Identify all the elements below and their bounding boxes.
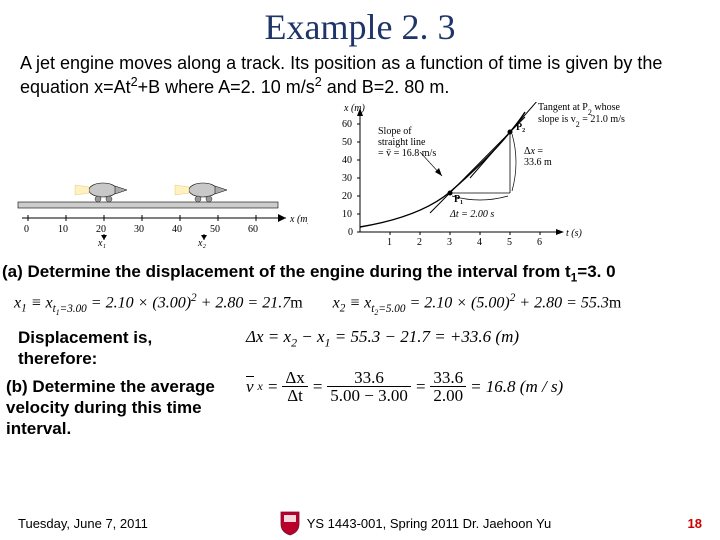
displacement-and-qb: Displacement is, therefore: (b) Determin… (6, 327, 236, 439)
eq2-tail: + 2.80 = 55.3 (515, 295, 609, 312)
slide-footer: Tuesday, June 7, 2011 YS 1443-001, Sprin… (0, 510, 720, 536)
svg-text:straight line: straight line (378, 137, 426, 148)
shield-icon (279, 510, 301, 536)
svg-text:1: 1 (387, 237, 392, 248)
svg-text:30: 30 (134, 224, 144, 235)
eq2-body: = 2.10 × (5.00) (409, 295, 509, 312)
svg-text:x₂: x₂ (197, 238, 206, 249)
footer-page: 18 (642, 516, 702, 531)
svg-text:6: 6 (537, 237, 542, 248)
equation-vavg: vx = ΔxΔt = 33.65.00 − 3.00 = 33.62.00 =… (246, 369, 563, 406)
svg-text:50: 50 (210, 224, 220, 235)
qa-text: (a) Determine the displacement of the en… (2, 262, 571, 281)
svg-text:t (s): t (s) (566, 228, 583, 239)
problem-sup-1: 2 (131, 75, 138, 89)
svg-text:20: 20 (96, 224, 106, 235)
eq1-sub: 1 (21, 303, 27, 315)
eq1-body: = 2.10 × (3.00) (91, 295, 191, 312)
question-b: (b) Determine the average velocity durin… (6, 376, 236, 440)
footer-date: Tuesday, June 7, 2011 (18, 516, 188, 531)
qa-tail: =3. 0 (577, 262, 615, 281)
equation-column: Δx = x2 − x1 = 55.3 − 21.7 = +33.6 (m) v… (246, 327, 563, 405)
svg-text:0: 0 (348, 227, 353, 238)
slide-title: Example 2. 3 (0, 0, 720, 48)
displacement-label: Displacement is, therefore: (6, 327, 236, 370)
svg-text:60: 60 (342, 119, 352, 130)
svg-text:20: 20 (342, 191, 352, 202)
eq2-csub: t2=5.00 (371, 303, 405, 315)
svg-text:40: 40 (342, 155, 352, 166)
lower-section: Displacement is, therefore: (b) Determin… (0, 319, 720, 439)
problem-statement: A jet engine moves along a track. Its po… (0, 48, 720, 98)
svg-text:P₁: P₁ (454, 194, 463, 205)
equations-row: x1 ≡ xt1=3.00 = 2.10 × (3.00)2 + 2.80 = … (0, 284, 720, 319)
position-time-graph: x (m) t (s) 0 10 20 30 40 50 60 1 2 3 4 … (324, 102, 624, 252)
footer-mid: YS 1443-001, Spring 2011 Dr. Jaehoon Yu (188, 510, 642, 536)
svg-text:40: 40 (172, 224, 182, 235)
problem-sup-2: 2 (315, 75, 322, 89)
svg-text:P₂: P₂ (516, 122, 525, 133)
svg-text:slope is v2 = 21.0 m/s: slope is v2 = 21.0 m/s (538, 114, 625, 129)
svg-text:30: 30 (342, 173, 352, 184)
equation-dx: Δx = x2 − x1 = 55.3 − 21.7 = +33.6 (m) (246, 327, 563, 350)
footer-text: YS 1443-001, Spring 2011 Dr. Jaehoon Yu (307, 516, 552, 531)
eq1-tail: + 2.80 = 21.7 (197, 295, 291, 312)
problem-text-2: +B where A=2. 10 m/s (138, 77, 315, 97)
svg-text:33.6 m: 33.6 m (524, 157, 552, 168)
track-diagram: 0 10 20 30 40 50 60 x (m) x₁ x₂ (8, 142, 308, 252)
problem-text-3: and B=2. 80 m. (322, 77, 450, 97)
eq2-sub: 2 (340, 303, 346, 315)
diagrams-row: 0 10 20 30 40 50 60 x (m) x₁ x₂ (0, 98, 720, 256)
svg-text:= v̄ = 16.8 m/s: = v̄ = 16.8 m/s (378, 148, 436, 159)
eq1-eq: ≡ (31, 295, 46, 312)
svg-text:2: 2 (417, 237, 422, 248)
svg-text:50: 50 (342, 137, 352, 148)
eq2-var: x (333, 295, 340, 312)
svg-text:0: 0 (24, 224, 29, 235)
svg-text:Slope of: Slope of (378, 126, 412, 137)
svg-text:x (m): x (m) (343, 103, 365, 114)
eq1-csub: t1=3.00 (53, 303, 87, 315)
svg-text:10: 10 (342, 209, 352, 220)
svg-text:60: 60 (248, 224, 258, 235)
eq1-unit: m (290, 295, 302, 312)
eq1-cvar: x (46, 295, 53, 312)
equation-x1: x1 ≡ xt1=3.00 = 2.10 × (3.00)2 + 2.80 = … (14, 292, 303, 317)
svg-text:Δx =: Δx = (524, 146, 543, 157)
svg-text:4: 4 (477, 237, 482, 248)
svg-text:x (m): x (m) (289, 214, 308, 225)
svg-text:3: 3 (447, 237, 452, 248)
eq2-eq: ≡ (349, 295, 364, 312)
svg-text:5: 5 (507, 237, 512, 248)
eq2-unit: m (609, 295, 621, 312)
equation-x2: x2 ≡ xt2=5.00 = 2.10 × (5.00)2 + 2.80 = … (333, 292, 622, 317)
svg-text:x₁: x₁ (97, 238, 106, 249)
svg-text:10: 10 (58, 224, 68, 235)
svg-text:Δt = 2.00 s: Δt = 2.00 s (449, 209, 494, 220)
